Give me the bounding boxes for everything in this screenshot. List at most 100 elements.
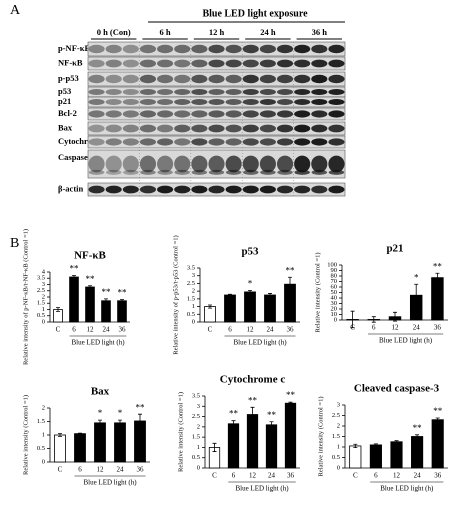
error-bar: [78, 432, 82, 435]
error-bar: [228, 293, 232, 297]
blot-band: [294, 44, 311, 54]
blot-band: [243, 169, 259, 175]
blot-band: [328, 169, 345, 175]
bar: [369, 444, 382, 469]
blot-band: [88, 59, 105, 68]
blot-band: [242, 138, 259, 146]
row-label: Cytochrome c: [58, 136, 109, 146]
blot-band: [328, 110, 345, 118]
blot-band: [311, 185, 328, 194]
blot-band: [276, 74, 294, 84]
blot-band: [225, 169, 242, 175]
blot-band: [259, 185, 276, 194]
blot-band: [208, 44, 225, 54]
x-tick-label: 36: [137, 466, 145, 474]
blot-band: [208, 59, 225, 68]
x-tick-label: 6: [374, 472, 378, 480]
blot-band: [294, 155, 311, 173]
bar: [101, 300, 111, 323]
blot-band: [191, 185, 208, 194]
error-bar: [371, 316, 376, 323]
y-tick-label: 2: [192, 288, 195, 295]
blot-band: [122, 99, 139, 105]
blot-band: [191, 138, 208, 146]
significance: *: [98, 408, 103, 418]
blot-band: [294, 110, 311, 118]
panel-label: A: [10, 3, 21, 18]
blot-band: [174, 138, 191, 146]
panel-label: B: [10, 236, 19, 251]
blot-band: [139, 138, 157, 146]
x-tick-label: 6: [228, 326, 232, 334]
blot-band: [328, 89, 345, 95]
blot-band: [260, 169, 276, 175]
x-tick-label: 12: [393, 472, 401, 480]
y-tick-label: 1.5: [332, 433, 340, 440]
y-tick-label: 2: [42, 404, 45, 411]
y-tick-label: 0.5: [187, 311, 195, 318]
y-axis-label: Relative intensity (Control =1): [317, 396, 324, 476]
x-axis-label: Blue LED light (h): [379, 337, 433, 345]
y-tick-label: 100: [327, 261, 337, 268]
blot-band: [88, 89, 105, 95]
blot-band: [139, 110, 157, 118]
blot-band: [276, 99, 294, 105]
blot-band: [88, 99, 105, 105]
bar: [54, 434, 66, 463]
blot-band: [122, 44, 139, 54]
blot-band: [259, 89, 276, 95]
y-tick-label: 1.5: [187, 295, 195, 302]
x-tick-label: 12: [392, 324, 400, 332]
y-tick-label: 4: [42, 268, 46, 275]
x-tick-label: 24: [413, 324, 421, 332]
bar: [264, 294, 276, 323]
x-axis-label: Blue LED light (h): [233, 339, 287, 347]
error-bar: [268, 293, 272, 297]
y-tick-label: 70: [331, 278, 338, 285]
chart-title: Bax: [91, 386, 110, 398]
row-label: p-p53: [58, 73, 79, 83]
blot-band: [157, 155, 174, 173]
blot-band: [259, 138, 276, 146]
blot-band: [140, 169, 156, 175]
blot-band: [88, 110, 105, 118]
blot-band: [259, 155, 276, 173]
blot-band: [174, 44, 191, 54]
blot-band: [294, 99, 311, 105]
y-tick-label: 0: [42, 318, 45, 325]
blot-band: [259, 59, 276, 68]
group-label: 36 h: [312, 27, 328, 37]
y-tick-label: 1.5: [37, 300, 45, 307]
blot-band: [139, 99, 157, 105]
blot-band: [294, 169, 310, 175]
blot-band: [242, 44, 259, 54]
blot-band: [294, 185, 311, 194]
x-tick-label: 6: [372, 324, 376, 332]
blot-band: [105, 99, 122, 105]
row-label: p-NF-κB: [58, 43, 90, 53]
blot-band: [225, 124, 242, 133]
blot-band: [242, 59, 259, 68]
blot-band: [277, 169, 293, 175]
blot-band: [157, 74, 174, 84]
significance: **: [286, 265, 296, 275]
blot-band: [174, 89, 191, 95]
y-tick-label: 3: [192, 272, 195, 279]
significance: *: [248, 278, 253, 288]
bar: [114, 422, 126, 463]
y-tick-label: 40: [331, 294, 338, 301]
y-tick-label: 3.5: [37, 275, 45, 282]
y-tick-label: 1: [192, 303, 195, 310]
x-tick-label: 24: [268, 472, 276, 480]
blot-band: [208, 124, 225, 133]
error-bar: [72, 275, 76, 279]
x-tick-label: 24: [103, 326, 111, 334]
bar: [349, 445, 362, 469]
blot-band: [242, 99, 259, 105]
error-bar: [350, 310, 355, 329]
y-tick-label: 0: [192, 318, 195, 325]
blot-band: [311, 74, 328, 84]
bar: [244, 291, 256, 323]
y-tick-label: 90: [331, 267, 338, 274]
blot-band: [328, 185, 345, 194]
